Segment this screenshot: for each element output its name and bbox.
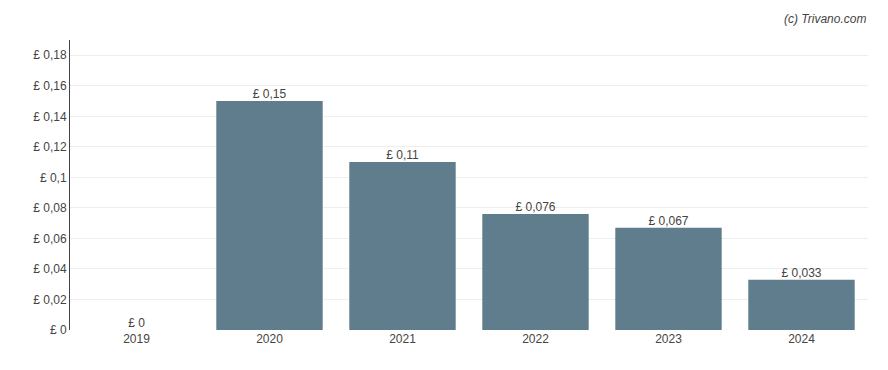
svg-text:£ 0,08: £ 0,08 — [33, 201, 67, 215]
svg-text:2023: 2023 — [655, 332, 682, 346]
svg-text:£ 0,18: £ 0,18 — [33, 48, 67, 62]
svg-text:£ 0,14: £ 0,14 — [33, 110, 67, 124]
svg-text:£ 0: £ 0 — [50, 323, 67, 337]
svg-text:£ 0,02: £ 0,02 — [33, 293, 67, 307]
svg-text:£ 0,06: £ 0,06 — [33, 232, 67, 246]
svg-text:2022: 2022 — [522, 332, 549, 346]
svg-text:£ 0,033: £ 0,033 — [781, 266, 821, 280]
svg-text:£ 0,1: £ 0,1 — [40, 171, 67, 185]
svg-text:2020: 2020 — [256, 332, 283, 346]
svg-text:£ 0,16: £ 0,16 — [33, 79, 67, 93]
svg-text:2019: 2019 — [123, 332, 150, 346]
svg-text:£ 0,15: £ 0,15 — [253, 87, 287, 101]
svg-text:£ 0,12: £ 0,12 — [33, 140, 67, 154]
svg-text:2021: 2021 — [389, 332, 416, 346]
svg-text:£ 0,11: £ 0,11 — [386, 148, 419, 162]
svg-text:£ 0,067: £ 0,067 — [648, 214, 688, 228]
svg-text:£ 0: £ 0 — [128, 316, 145, 330]
svg-text:2024: 2024 — [788, 332, 815, 346]
svg-text:£ 0,04: £ 0,04 — [33, 262, 67, 276]
svg-text:£ 0,076: £ 0,076 — [515, 200, 555, 214]
svg-text:(c) Trivano.com: (c) Trivano.com — [784, 12, 866, 26]
